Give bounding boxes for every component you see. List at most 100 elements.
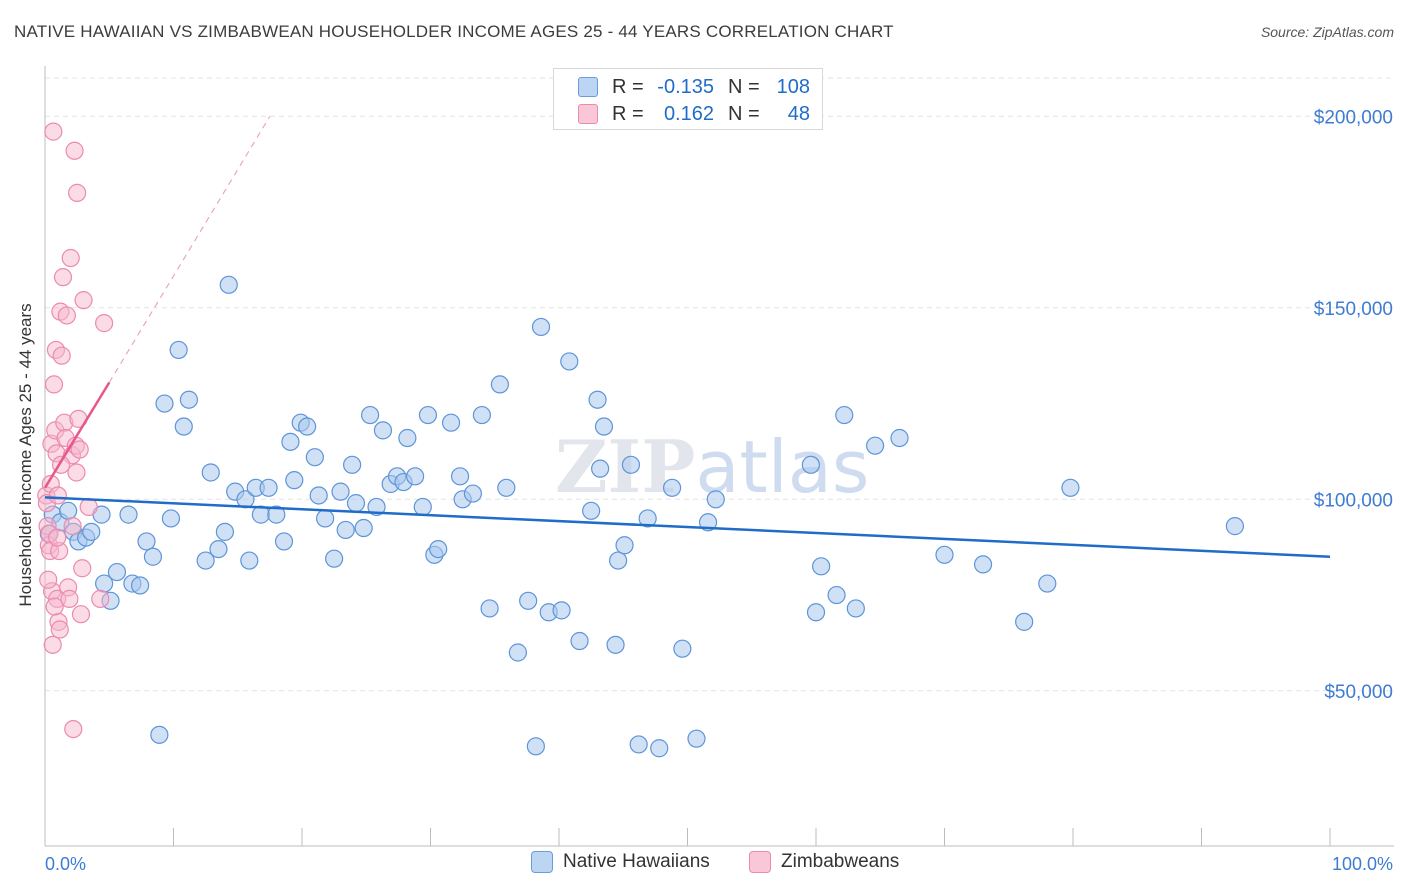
native-hawaiians-point <box>508 643 527 662</box>
zimbabweans-points <box>37 122 114 739</box>
legend-n-value: 108 <box>776 75 810 98</box>
x-tick-label: 0.0% <box>45 854 86 874</box>
native-hawaiians-point <box>155 394 174 413</box>
native-hawaiians-points <box>39 275 1245 758</box>
native-hawaiians-point <box>801 455 820 474</box>
native-hawaiians-point <box>806 603 826 622</box>
zimbabweans-point <box>61 248 80 268</box>
zimbabweans-point <box>65 141 84 160</box>
legend-n-label: N = <box>728 102 760 125</box>
native-hawaiians-point <box>480 599 499 618</box>
native-hawaiians-point <box>629 735 648 754</box>
series-legend: Native Hawaiians Zimbabweans <box>0 851 1406 877</box>
native-hawaiians-point <box>150 725 169 744</box>
native-hawaiians-point <box>119 505 138 524</box>
native-hawaiians-point <box>591 459 610 478</box>
native-hawaiians-point <box>662 478 682 497</box>
native-hawaiians-point <box>331 482 350 501</box>
zimbabweans-point <box>52 346 71 365</box>
zimbabweans-point <box>44 375 64 394</box>
native-hawaiians-point <box>441 413 461 432</box>
zimbabweans-point <box>43 635 62 654</box>
native-hawaiians-point <box>373 421 393 440</box>
native-hawaiians-point <box>107 562 127 582</box>
zimbabweans-point <box>60 589 79 608</box>
native-hawaiians-point <box>316 509 335 528</box>
native-hawaiians-point <box>137 532 156 551</box>
legend-swatch-pink <box>578 104 598 124</box>
legend-row-native-hawaiians: R = -0.135 N = 108 <box>578 75 810 99</box>
native-hawaiians-point <box>846 599 865 618</box>
native-hawaiians-point <box>161 509 181 528</box>
native-hawaiians-point <box>650 739 669 758</box>
native-hawaiians-point <box>429 539 448 559</box>
zimbabweans-trendline <box>43 381 111 489</box>
x-tick-label: 100.0% <box>1332 854 1393 874</box>
watermark-atlas: atlas <box>695 425 869 509</box>
native-hawaiians-point <box>526 737 545 756</box>
legend-item-native-hawaiians[interactable]: Native Hawaiians <box>531 851 710 873</box>
legend-r-value: -0.135 <box>657 75 714 98</box>
y-tick-label: $50,000 <box>1324 682 1393 703</box>
native-hawaiians-point <box>606 635 625 654</box>
y-axis-label: Householder Income Ages 25 - 44 years <box>16 303 35 607</box>
zimbabweans-point <box>48 486 67 505</box>
zimbabweans-point <box>71 605 91 624</box>
native-hawaiians-point <box>497 478 516 497</box>
grid-layer <box>45 77 1394 692</box>
native-hawaiians-point <box>621 455 641 474</box>
watermark: ZIPatlas <box>555 424 869 509</box>
native-hawaiians-point <box>346 494 366 513</box>
zimbabweans-trendline-extension <box>108 115 271 383</box>
native-hawaiians-point <box>196 551 215 570</box>
legend-r-value: 0.162 <box>663 102 714 125</box>
native-hawaiians-point <box>687 729 706 748</box>
native-hawaiians-trendline <box>44 496 1331 558</box>
trend-lines <box>43 115 1331 558</box>
native-hawaiians-point <box>309 486 328 505</box>
native-hawaiians-point <box>450 467 470 486</box>
native-hawaiians-point <box>354 518 373 538</box>
native-hawaiians-point <box>552 601 571 620</box>
native-hawaiians-point <box>215 522 234 541</box>
zimbabweans-point <box>64 719 83 739</box>
native-hawaiians-point <box>706 490 725 509</box>
native-hawaiians-point <box>209 539 228 559</box>
native-hawaiians-point <box>594 417 614 436</box>
native-hawaiians-point <box>267 505 286 524</box>
native-hawaiians-point <box>609 551 628 570</box>
legend-item-zimbabweans[interactable]: Zimbabweans <box>749 851 899 873</box>
y-tick-label: $100,000 <box>1314 490 1393 511</box>
native-hawaiians-point <box>519 591 538 610</box>
y-tick-label: $150,000 <box>1314 299 1393 320</box>
legend-n-value: 48 <box>787 102 810 125</box>
native-hawaiians-point <box>866 436 885 455</box>
native-hawaiians-point <box>82 522 101 541</box>
native-hawaiians-point <box>240 551 259 570</box>
native-hawaiians-point <box>285 471 304 490</box>
native-hawaiians-point <box>305 448 324 467</box>
native-hawaiians-point <box>325 549 344 568</box>
native-hawaiians-point <box>560 352 579 371</box>
native-hawaiians-point <box>490 375 509 394</box>
y-tick-label: $200,000 <box>1314 107 1393 128</box>
legend-label: Native Hawaiians <box>563 851 710 872</box>
native-hawaiians-point <box>1225 517 1245 536</box>
zimbabweans-point <box>50 620 69 639</box>
native-hawaiians-point <box>615 536 634 555</box>
native-hawaiians-point <box>336 520 355 540</box>
native-hawaiians-point <box>361 405 380 425</box>
native-hawaiians-point <box>143 547 163 566</box>
native-hawaiians-point <box>673 639 692 658</box>
legend-swatch-blue <box>531 851 553 873</box>
native-hawaiians-point <box>259 478 278 497</box>
native-hawaiians-point <box>174 417 193 436</box>
native-hawaiians-point <box>130 576 150 595</box>
zimbabweans-point <box>91 589 110 608</box>
zimbabweans-point <box>45 597 64 616</box>
native-hawaiians-point <box>59 501 78 520</box>
zimbabweans-point <box>68 183 87 202</box>
zimbabweans-point <box>39 570 58 589</box>
